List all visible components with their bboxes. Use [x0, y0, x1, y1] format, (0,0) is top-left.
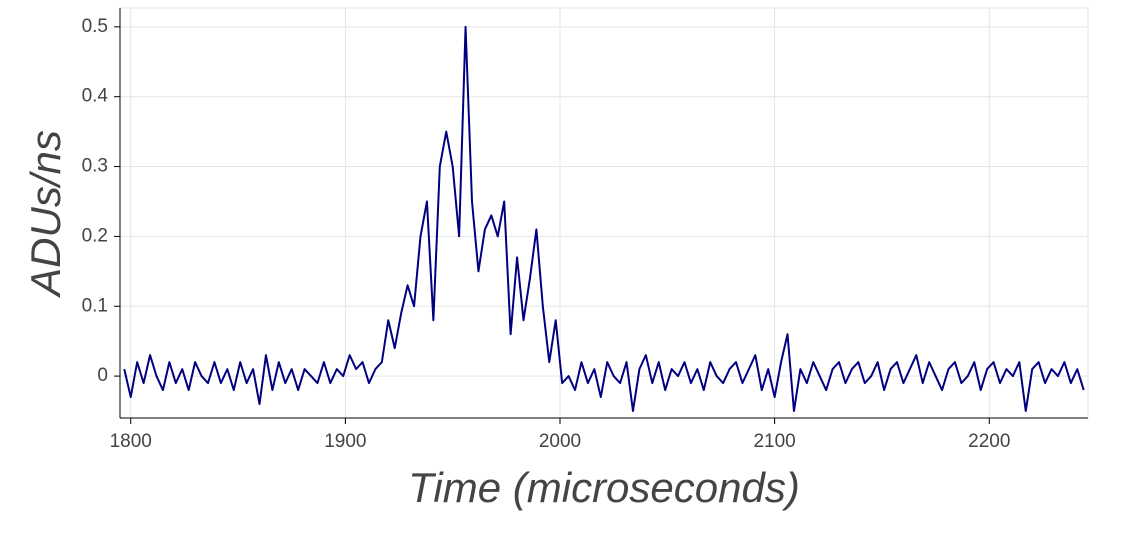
plot-area: [119, 7, 1089, 419]
x-tick-label: 2000: [539, 431, 581, 452]
y-tick-label: 0.2: [82, 225, 108, 246]
y-tick-label: 0.3: [82, 156, 108, 177]
y-tick-label: 0.1: [82, 295, 108, 316]
x-tick-label: 2200: [968, 431, 1010, 452]
y-tick-label: 0.4: [82, 86, 109, 107]
y-tick-label: 0: [97, 365, 108, 386]
x-tick-label: 2100: [753, 431, 795, 452]
x-tick-label: 1900: [324, 431, 366, 452]
marks: [123, 25, 1085, 413]
grid: [120, 8, 1088, 418]
x-axis-title: Time (microseconds): [408, 464, 800, 511]
y-tick-label: 0.5: [82, 16, 108, 37]
x-tick-label: 1800: [110, 431, 152, 452]
data-line: [123, 25, 1085, 413]
y-axis-title: ADUs/ns: [22, 130, 69, 299]
